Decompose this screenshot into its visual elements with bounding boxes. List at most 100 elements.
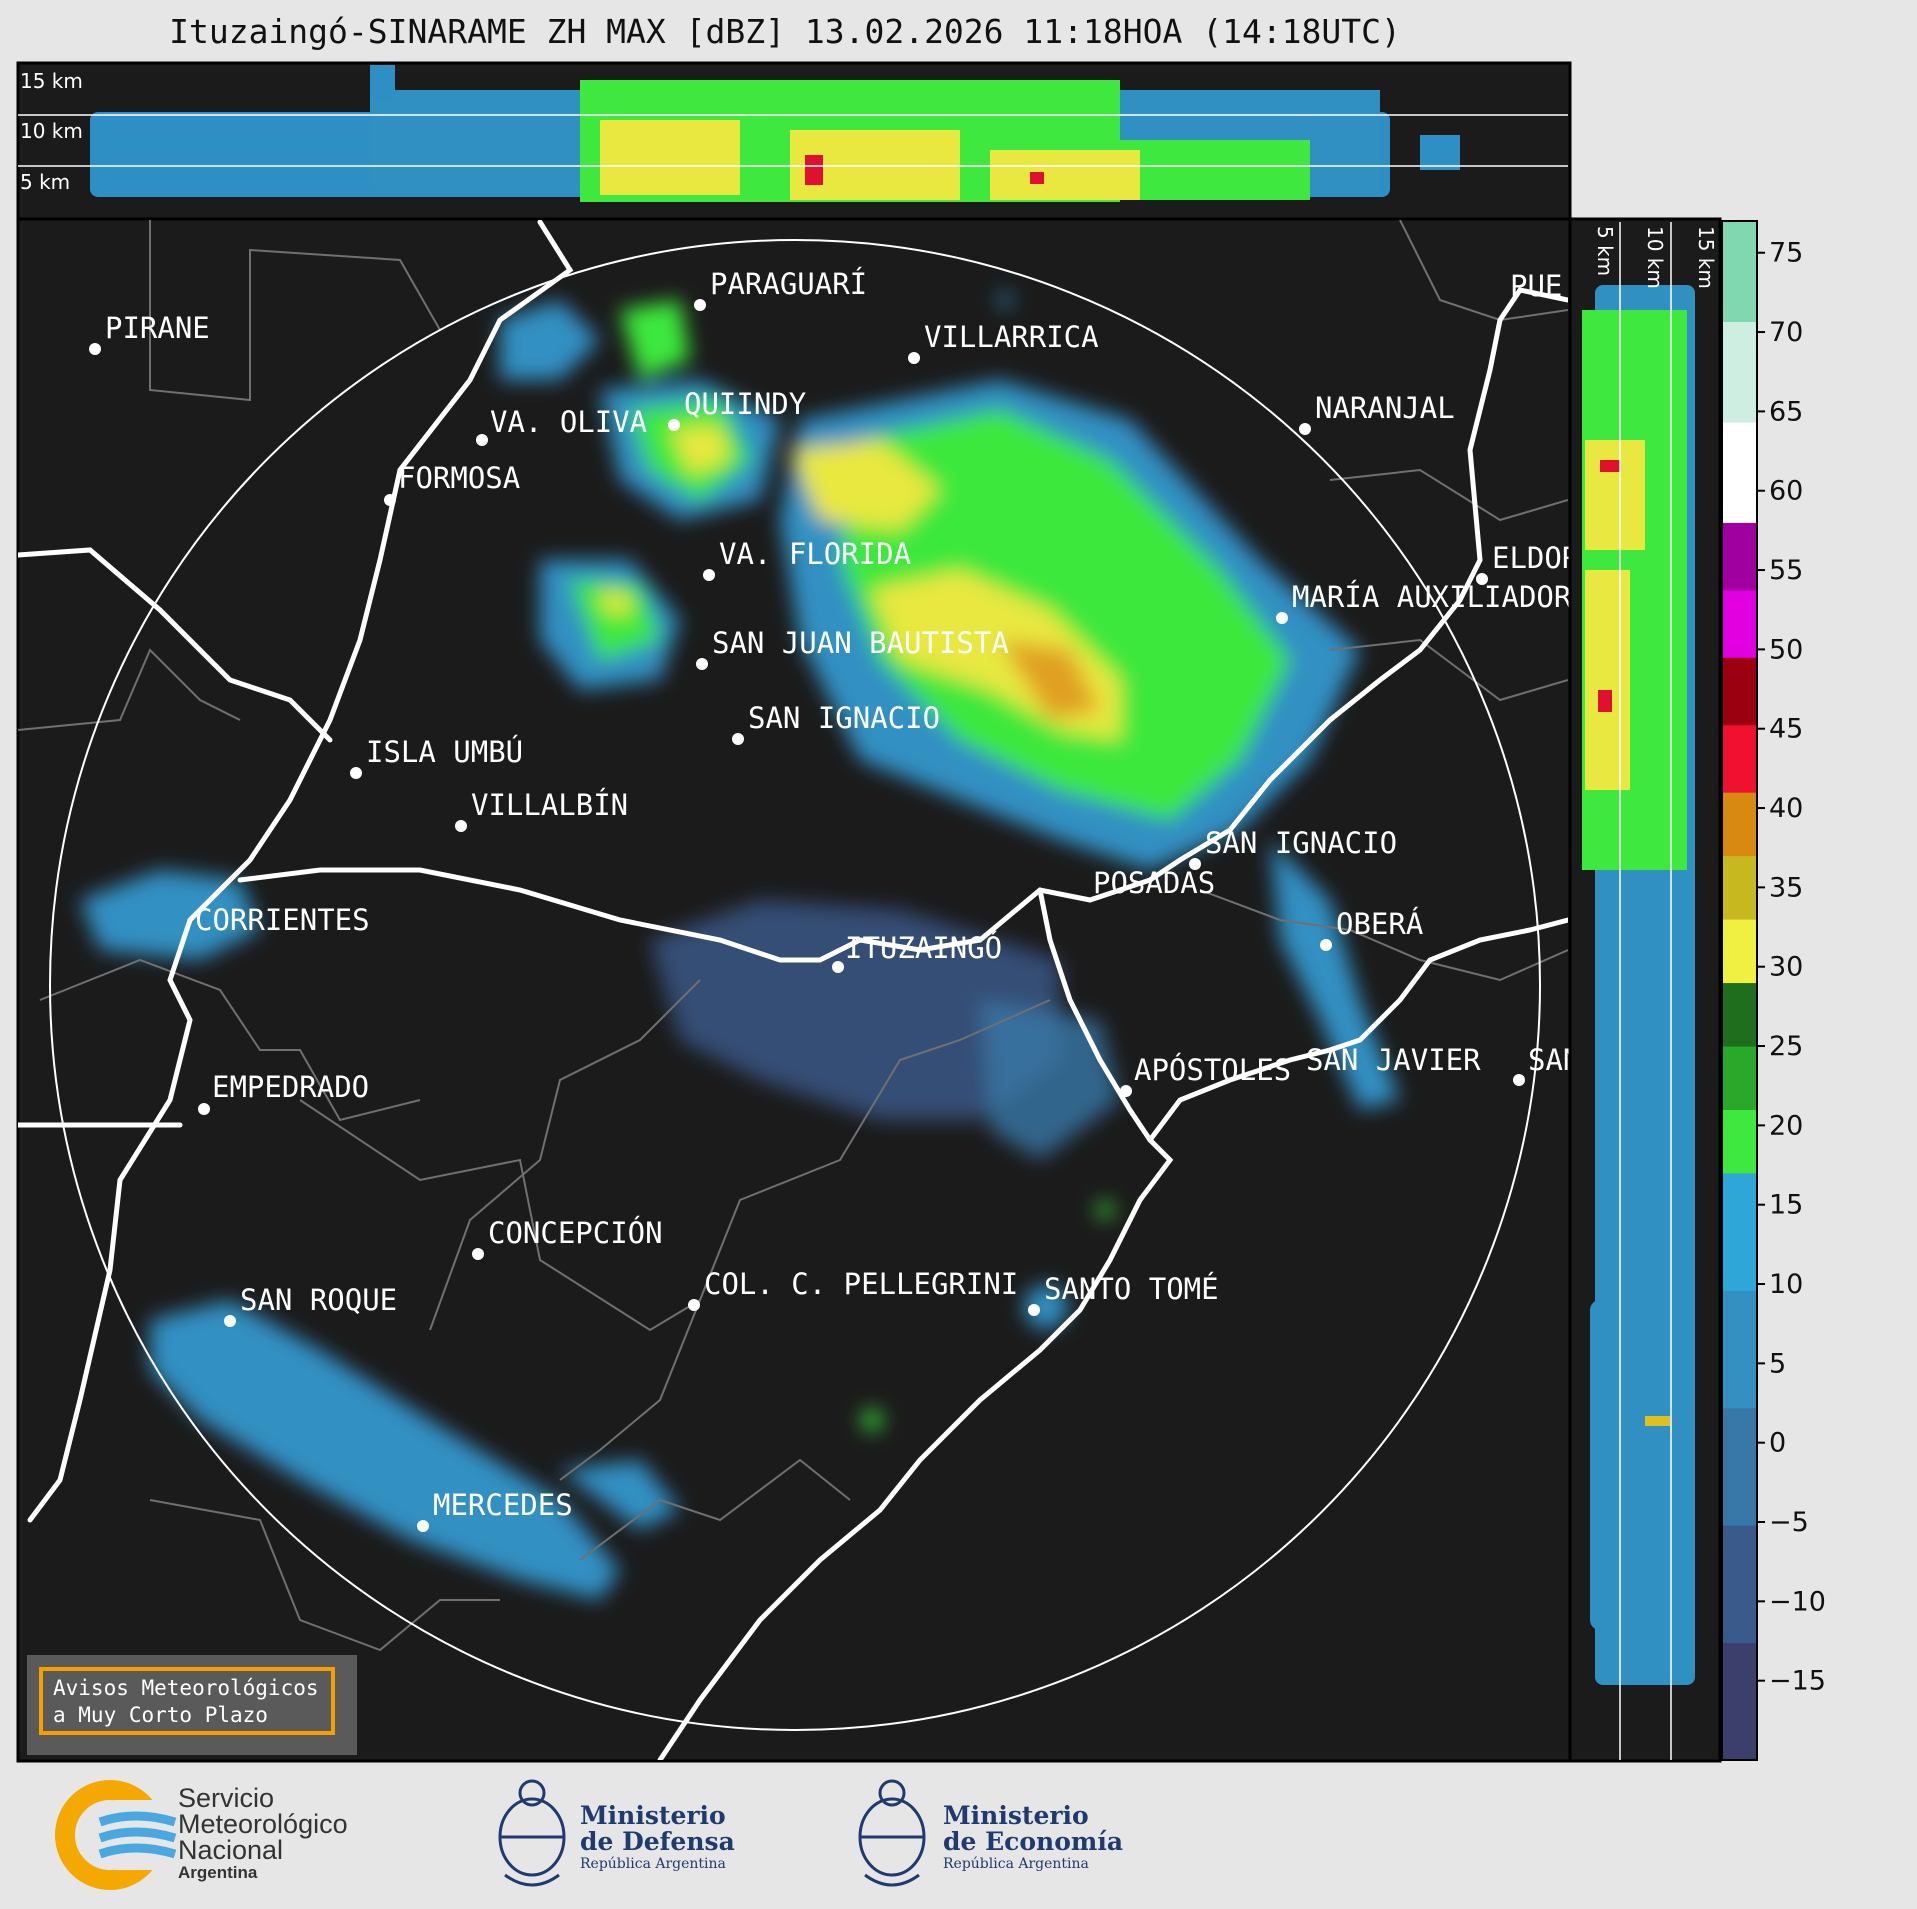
warning-box[interactable]: Avisos Meteorológicos a Muy Corto Plazo (27, 1655, 357, 1755)
colorbar-swatch (1722, 221, 1757, 322)
colorbar-tick-label: −10 (1769, 1586, 1826, 1617)
svg-text:EMPEDRADO: EMPEDRADO (212, 1070, 369, 1104)
svg-text:MERCEDES: MERCEDES (433, 1488, 573, 1522)
city-posadas: POSADAS (1093, 866, 1215, 900)
svg-text:FORMOSA: FORMOSA (398, 461, 520, 495)
svg-text:PIRANE: PIRANE (105, 311, 210, 345)
svg-text:SAN IGNACIO: SAN IGNACIO (1205, 826, 1397, 860)
city-san-ignacio-py: SAN IGNACIO (732, 701, 940, 745)
colorbar-swatch (1722, 589, 1757, 658)
colorbar-tick-label: 30 (1769, 952, 1803, 983)
province-boundaries (18, 220, 1568, 1652)
colorbar-tick-label: 25 (1769, 1031, 1803, 1062)
side-label-5km: 5 km (1593, 226, 1617, 276)
colorbar-tick-label: 60 (1769, 476, 1803, 507)
colorbar (1721, 220, 1758, 1761)
colorbar-tick-label: 45 (1769, 714, 1803, 745)
top-echo-blue-spike (370, 65, 395, 100)
svg-text:SAN ROQUE: SAN ROQUE (240, 1283, 397, 1317)
rivers-borders (18, 220, 1568, 1760)
defensa-line-3: República Argentina (580, 1856, 726, 1872)
top-echo-green-right (1120, 140, 1310, 200)
city-va-oliva: VA. OLIVA (476, 405, 647, 446)
city-santo-tome: SANTO TOMÉ (1028, 1272, 1219, 1316)
svg-text:POSADAS: POSADAS (1093, 866, 1215, 900)
smn-line-1: Servicio (178, 1783, 275, 1813)
smn-emblem-icon (55, 1780, 177, 1890)
city-isla-umbu: ISLA UMBÚ (350, 735, 523, 779)
svg-text:VILLARRICA: VILLARRICA (924, 320, 1099, 354)
colorbar-tick-label: 75 (1769, 238, 1803, 269)
colorbar-swatch (1722, 321, 1757, 423)
top-echo-blue-right (1420, 135, 1460, 170)
city-san-ignacio-ar: SAN IGNACIO (1189, 826, 1397, 870)
city-maria-auxiliadora: MARÍA AUXILIADOR (1276, 580, 1572, 624)
warning-line-1: Avisos Meteorológicos (53, 1676, 319, 1700)
warning-button[interactable]: Avisos Meteorológicos a Muy Corto Plazo (39, 1667, 335, 1735)
city-villarrica: VILLARRICA (908, 320, 1099, 364)
svg-text:PARAGUARÍ: PARAGUARÍ (710, 267, 867, 301)
city-paraguari: PARAGUARÍ (694, 267, 867, 311)
top-echo-red (805, 155, 823, 185)
city-obera: OBERÁ (1320, 907, 1423, 951)
defensa-line-1: Ministerio (580, 1801, 726, 1830)
colorbar-swatch (1722, 855, 1757, 920)
economia-line-3: República Argentina (943, 1856, 1089, 1872)
city-villalbin: VILLALBÍN (455, 788, 628, 832)
top-echo-yellow (600, 120, 740, 195)
top-echo-layer (90, 65, 1460, 202)
colorbar-tick-label: 20 (1769, 1110, 1803, 1141)
svg-text:ISLA UMBÚ: ISLA UMBÚ (366, 735, 523, 769)
svg-text:CONCEPCIÓN: CONCEPCIÓN (488, 1216, 663, 1250)
smn-line-2: Meteorológico (178, 1809, 348, 1839)
svg-text:SAN JAVIER: SAN JAVIER (1306, 1043, 1481, 1077)
colorbar-swatch (1722, 1109, 1757, 1174)
city-san-javier: SAN JAVIER (1306, 1043, 1481, 1077)
svg-text:SAN IGNACIO: SAN IGNACIO (748, 701, 940, 735)
svg-text:SAN JUAN BAUTISTA: SAN JUAN BAUTISTA (712, 626, 1009, 660)
city-eldor: ELDOR (1476, 541, 1580, 585)
svg-text:VA. FLORIDA: VA. FLORIDA (719, 537, 911, 571)
colorbar-tick-label: 65 (1769, 396, 1803, 427)
city-empedrado: EMPEDRADO (198, 1070, 369, 1115)
svg-text:SANTO TOMÉ: SANTO TOMÉ (1044, 1272, 1219, 1306)
side-echo-red-2 (1598, 690, 1612, 712)
svg-text:CORRIENTES: CORRIENTES (195, 903, 370, 937)
smn-line-4: Argentina (178, 1863, 258, 1882)
map-title: Ituzaingó-SINARAME ZH MAX [dBZ] 13.02.20… (169, 12, 1401, 51)
svg-text:OBERÁ: OBERÁ (1336, 907, 1423, 941)
city-corrientes: CORRIENTES (195, 903, 370, 937)
top-echo-yellow-3 (990, 150, 1140, 200)
colorbar-tick-label: 15 (1769, 1190, 1803, 1221)
city-col-pellegrini: COL. C. PELLEGRINI (688, 1267, 1018, 1311)
colorbar-tick-label: 55 (1769, 555, 1803, 586)
svg-text:COL. C. PELLEGRINI: COL. C. PELLEGRINI (704, 1267, 1018, 1301)
top-label-5km: 5 km (20, 170, 70, 194)
side-label-15km: 15 km (1694, 226, 1718, 289)
national-coat-of-arms-icon (858, 1779, 926, 1887)
city-mercedes: MERCEDES (417, 1488, 573, 1532)
colorbar-tick-label: 70 (1769, 317, 1803, 348)
svg-text:QUIINDY: QUIINDY (684, 387, 806, 421)
city-concepcion: CONCEPCIÓN (472, 1216, 663, 1260)
svg-text:VILLALBÍN: VILLALBÍN (471, 788, 628, 822)
svg-text:NARANJAL: NARANJAL (1315, 391, 1455, 425)
city-va-florida: VA. FLORIDA (703, 537, 911, 581)
colorbar-swatch (1722, 792, 1757, 857)
svg-text:VA. OLIVA: VA. OLIVA (490, 405, 647, 439)
top-label-15km: 15 km (20, 69, 83, 93)
economia-line-2: de Economía (943, 1827, 1124, 1856)
colorbar-swatch (1722, 1172, 1757, 1291)
colorbar-tick-label: 35 (1769, 872, 1803, 903)
economia-logo: Ministerio de Economía República Argenti… (855, 1775, 1135, 1895)
svg-text:ITUZAINGÓ: ITUZAINGÓ (845, 931, 1002, 965)
range-ring (49, 239, 1541, 1731)
colorbar-swatch (1722, 1407, 1757, 1526)
top-echo-red-2 (1030, 172, 1044, 184)
svg-text:ELDOR: ELDOR (1492, 541, 1580, 575)
city-ituzaingo: ITUZAINGÓ (832, 931, 1002, 973)
colorbar-swatch (1722, 982, 1757, 1047)
city-apostoles: APÓSTOLES (1120, 1053, 1291, 1097)
colorbar-tick-label: −5 (1769, 1507, 1809, 1538)
